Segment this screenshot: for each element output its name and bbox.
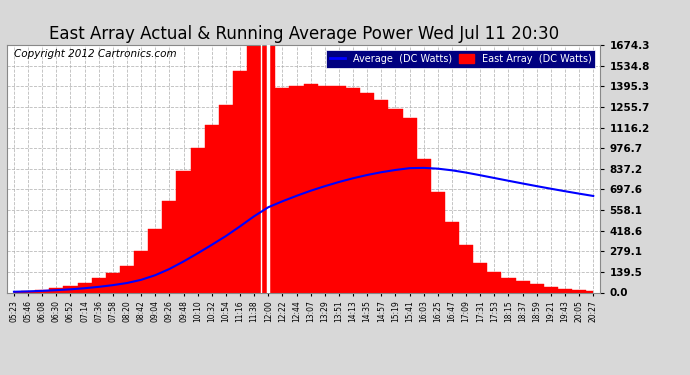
Title: East Array Actual & Running Average Power Wed Jul 11 20:30: East Array Actual & Running Average Powe… bbox=[48, 26, 559, 44]
Legend: Average  (DC Watts), East Array  (DC Watts): Average (DC Watts), East Array (DC Watts… bbox=[326, 50, 595, 68]
Text: Copyright 2012 Cartronics.com: Copyright 2012 Cartronics.com bbox=[14, 49, 177, 59]
